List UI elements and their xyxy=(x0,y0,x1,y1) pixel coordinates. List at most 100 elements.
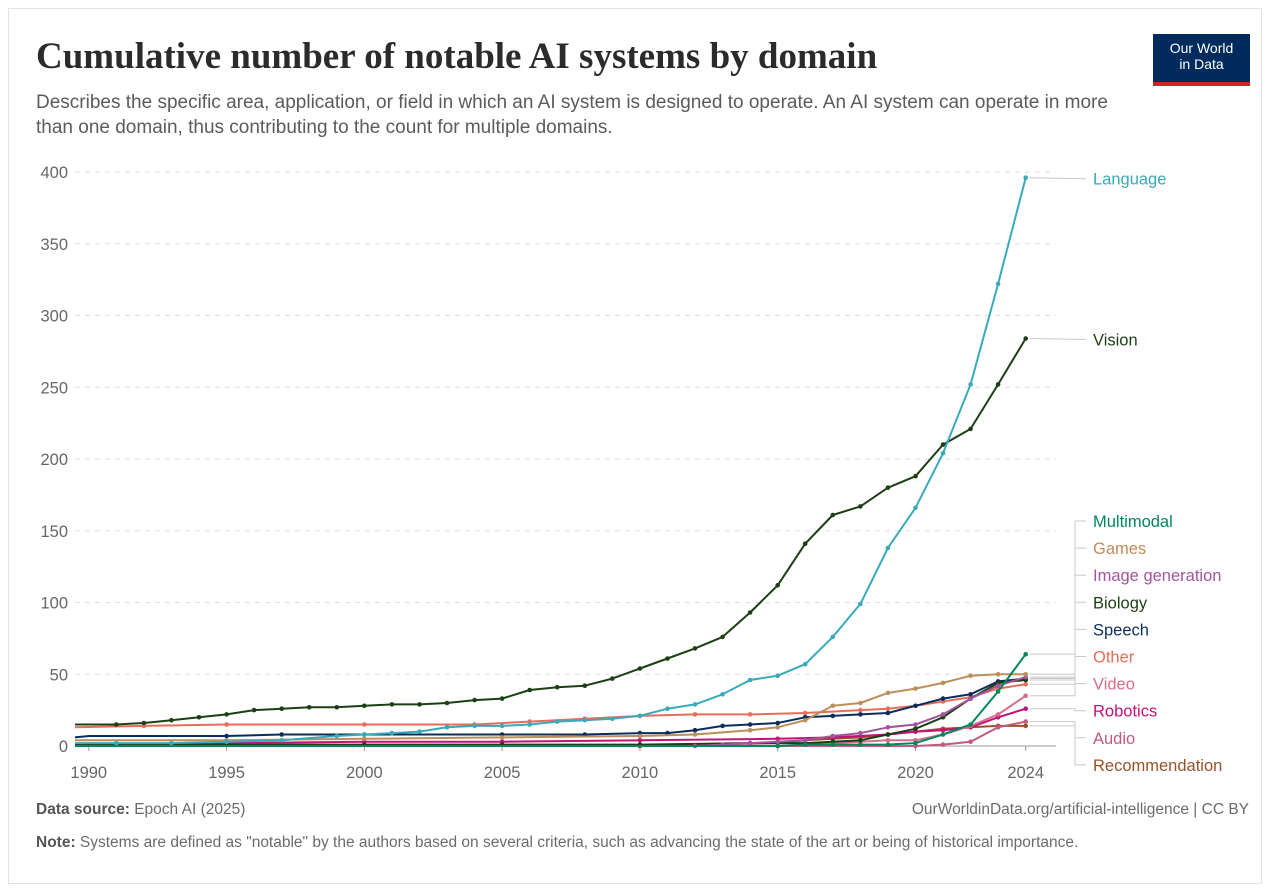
data-point-vision[interactable] xyxy=(802,541,808,546)
data-point-multimodal[interactable] xyxy=(775,743,780,749)
data-point-audio[interactable] xyxy=(940,742,946,747)
series-label-image-generation[interactable]: Image generation xyxy=(1093,567,1221,585)
data-point-language[interactable] xyxy=(637,713,643,719)
data-point-vision[interactable] xyxy=(747,610,753,615)
data-point-vision[interactable] xyxy=(1023,336,1028,341)
series-line-language[interactable] xyxy=(75,177,1027,745)
data-point-games[interactable] xyxy=(692,732,698,737)
data-point-other[interactable] xyxy=(1023,682,1028,687)
data-point-language[interactable] xyxy=(472,723,477,729)
data-point-language[interactable] xyxy=(389,730,395,736)
data-point-language[interactable] xyxy=(582,717,588,723)
data-point-speech[interactable] xyxy=(692,727,698,733)
data-point-language[interactable] xyxy=(279,738,285,743)
data-point-vision[interactable] xyxy=(417,702,422,707)
data-point-multimodal[interactable] xyxy=(968,722,973,727)
data-point-language[interactable] xyxy=(334,733,340,739)
data-point-language[interactable] xyxy=(885,545,891,551)
data-point-language[interactable] xyxy=(417,729,422,734)
data-point-vision[interactable] xyxy=(141,720,147,726)
data-point-language[interactable] xyxy=(114,740,119,746)
series-label-speech[interactable]: Speech xyxy=(1093,621,1149,639)
series-line-vision[interactable] xyxy=(75,337,1027,726)
data-point-image-generation[interactable] xyxy=(995,683,1001,688)
series-label-video[interactable]: Video xyxy=(1093,676,1135,694)
series-label-recommendation[interactable]: Recommendation xyxy=(1093,757,1222,775)
data-point-games[interactable] xyxy=(499,735,505,740)
data-point-vision[interactable] xyxy=(775,583,780,588)
data-point-vision[interactable] xyxy=(665,656,670,661)
data-point-video[interactable] xyxy=(1023,693,1028,699)
data-point-language[interactable] xyxy=(1023,175,1028,180)
data-point-vision[interactable] xyxy=(940,442,946,447)
data-point-recommendation[interactable] xyxy=(1023,723,1028,729)
data-point-other[interactable] xyxy=(858,707,863,713)
data-point-language[interactable] xyxy=(169,740,174,746)
data-point-language[interactable] xyxy=(858,601,863,607)
data-point-language[interactable] xyxy=(968,382,973,387)
data-point-biology[interactable] xyxy=(913,726,918,732)
data-point-other[interactable] xyxy=(224,722,229,727)
data-point-speech[interactable] xyxy=(885,710,891,716)
series-line-other[interactable] xyxy=(74,683,1026,729)
data-point-robotics[interactable] xyxy=(1023,706,1028,711)
data-point-language[interactable] xyxy=(940,451,946,456)
data-point-games[interactable] xyxy=(775,725,780,730)
data-point-language[interactable] xyxy=(499,723,505,729)
data-point-vision[interactable] xyxy=(610,676,615,681)
source-url[interactable]: OurWorldinData.org/artificial-intelligen… xyxy=(911,801,1249,818)
data-point-games[interactable] xyxy=(995,672,1001,677)
data-point-language[interactable] xyxy=(554,719,560,724)
series-line-games[interactable] xyxy=(75,673,1026,742)
data-point-biology[interactable] xyxy=(885,732,891,737)
data-point-speech[interactable] xyxy=(224,733,229,739)
data-point-other[interactable] xyxy=(692,712,698,717)
data-point-multimodal[interactable] xyxy=(995,689,1001,694)
data-point-vision[interactable] xyxy=(885,485,891,491)
data-point-speech[interactable] xyxy=(968,692,973,697)
data-point-language[interactable] xyxy=(692,702,698,707)
data-point-vision[interactable] xyxy=(306,705,312,710)
data-point-language[interactable] xyxy=(830,634,836,640)
data-point-language[interactable] xyxy=(527,722,532,727)
data-point-speech[interactable] xyxy=(775,720,780,726)
data-point-multimodal[interactable] xyxy=(858,742,863,747)
data-point-language[interactable] xyxy=(362,732,367,737)
data-point-image-generation[interactable] xyxy=(858,730,863,736)
data-point-robotics[interactable] xyxy=(940,727,946,733)
data-point-language[interactable] xyxy=(995,281,1001,287)
data-point-vision[interactable] xyxy=(692,646,698,651)
data-point-image-generation[interactable] xyxy=(940,712,946,717)
data-point-image-generation[interactable] xyxy=(913,722,918,727)
data-point-image-generation[interactable] xyxy=(830,733,836,739)
series-line-speech[interactable] xyxy=(74,677,1026,739)
data-point-vision[interactable] xyxy=(362,703,367,709)
data-point-vision[interactable] xyxy=(499,696,505,701)
data-point-games[interactable] xyxy=(885,690,891,696)
data-point-vision[interactable] xyxy=(389,702,395,707)
data-point-multimodal[interactable] xyxy=(940,732,946,737)
data-point-multimodal[interactable] xyxy=(885,742,891,747)
data-point-language[interactable] xyxy=(224,739,229,744)
data-point-language[interactable] xyxy=(610,716,615,721)
data-point-vision[interactable] xyxy=(169,717,174,723)
data-point-language[interactable] xyxy=(913,505,918,511)
data-point-vision[interactable] xyxy=(334,705,340,710)
data-point-vision[interactable] xyxy=(637,666,643,671)
data-point-games[interactable] xyxy=(637,733,643,739)
data-point-games[interactable] xyxy=(940,680,946,686)
data-point-language[interactable] xyxy=(444,725,450,730)
data-point-games[interactable] xyxy=(362,736,367,742)
data-point-image-generation[interactable] xyxy=(968,696,973,701)
data-point-games[interactable] xyxy=(830,703,836,709)
data-point-vision[interactable] xyxy=(582,683,588,688)
data-point-vision[interactable] xyxy=(554,684,560,690)
data-point-vision[interactable] xyxy=(279,706,285,711)
data-point-speech[interactable] xyxy=(940,696,946,701)
data-point-multimodal[interactable] xyxy=(802,742,808,747)
data-point-vision[interactable] xyxy=(858,504,863,509)
data-source-text[interactable]: Epoch AI (2025) xyxy=(129,801,246,818)
data-point-vision[interactable] xyxy=(720,634,725,640)
data-point-other[interactable] xyxy=(885,706,891,711)
data-point-speech[interactable] xyxy=(720,723,725,729)
